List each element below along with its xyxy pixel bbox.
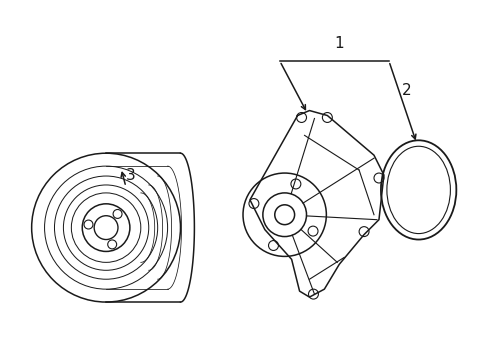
Text: 1: 1 <box>334 36 344 50</box>
Text: 3: 3 <box>126 167 136 183</box>
Text: 2: 2 <box>401 83 411 98</box>
